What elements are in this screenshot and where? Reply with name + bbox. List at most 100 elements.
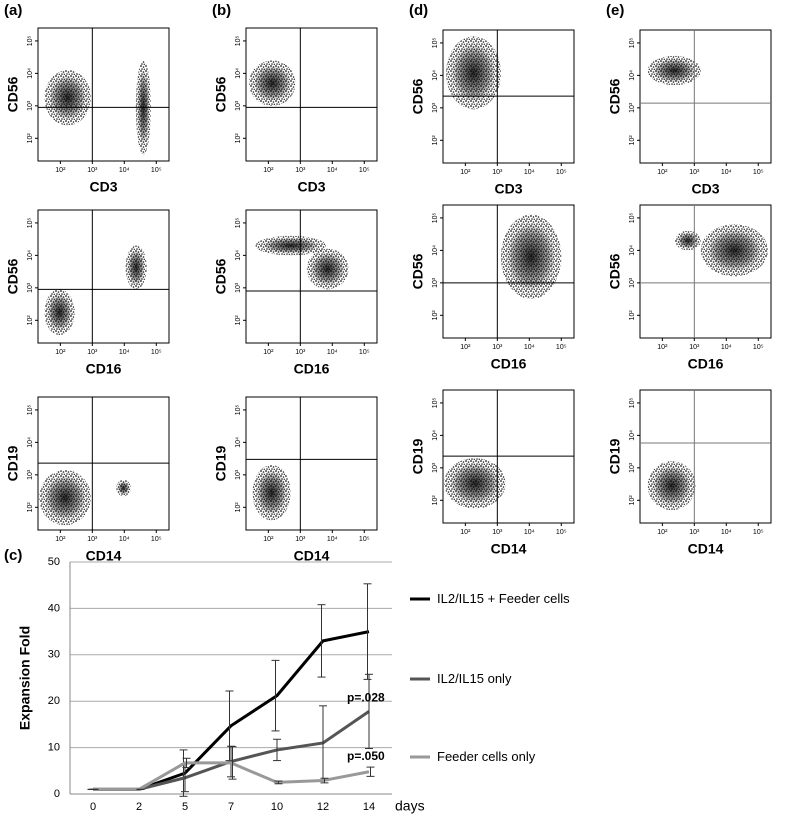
y-tick-label: 10³ (629, 462, 636, 473)
x-axis-label: CD14 (86, 548, 122, 564)
y-tick-label: 10² (27, 315, 34, 326)
plot-frame (639, 29, 772, 164)
y-tick-label: 10⁵ (432, 397, 439, 408)
x-tick-label: 10² (657, 169, 668, 176)
cell-population-core (253, 65, 291, 102)
x-tick-label: 10⁵ (556, 344, 567, 351)
cell-population-core (506, 223, 556, 291)
x-tick-label: 10² (55, 536, 66, 543)
error-bar (271, 659, 280, 732)
cell-population-core (127, 249, 145, 285)
x-tick-label: 10³ (295, 167, 306, 174)
y-tick-label: 10² (432, 310, 439, 321)
error-bar (365, 673, 373, 750)
x-tick-label: 10⁵ (359, 167, 370, 174)
y-tick-label: 10⁵ (432, 37, 439, 48)
y-tick-label: 10² (432, 135, 439, 146)
x-tick-label: 10² (460, 529, 471, 536)
x-tick-label: 10⁵ (753, 344, 764, 351)
y-tick-label: 10³ (235, 100, 242, 111)
y-axis-label: CD56 (213, 76, 229, 112)
y-tick-label: 10³ (629, 277, 636, 288)
x-tick-label: 10⁵ (753, 169, 764, 176)
x-tick-label: 10 (271, 801, 283, 813)
x-tick-label: 10⁴ (721, 529, 732, 536)
x-tick-label: 10² (460, 169, 471, 176)
x-tick-label: 10³ (87, 536, 98, 543)
error-bar (273, 738, 281, 762)
legend-entry: IL2/IL15 + Feeder cells (437, 591, 570, 606)
x-tick-label: 10² (263, 349, 274, 356)
error-bar (363, 583, 372, 680)
x-tick-label: 7 (228, 801, 234, 813)
y-axis-label: CD56 (410, 253, 426, 289)
y-tick-label: 10⁴ (235, 437, 242, 448)
x-tick-label: 10³ (87, 349, 98, 356)
y-tick-label: 10⁴ (629, 245, 636, 256)
cell-population-core (311, 252, 345, 286)
x-tick-label: 10² (460, 344, 471, 351)
cell-population-core (47, 293, 72, 331)
x-axis-label: CD16 (491, 356, 527, 372)
y-tick-label: 10⁴ (432, 430, 439, 441)
error-bar (317, 604, 326, 678)
y-tick-label: 10³ (432, 462, 439, 473)
legend-label: Feeder cells only (437, 749, 536, 764)
y-tick-label: 10² (629, 135, 636, 146)
cell-population-core (117, 481, 130, 495)
cell-population-core (450, 463, 500, 504)
y-tick-label: 10⁴ (432, 70, 439, 81)
annotation: p=.050 (347, 749, 385, 763)
y-tick-label: 10² (629, 495, 636, 506)
y-tick-label: 10³ (27, 282, 34, 293)
y-tick-label: 10³ (432, 277, 439, 288)
panel-label: (d) (409, 2, 428, 19)
x-tick-label: 10³ (492, 344, 503, 351)
y-tick-label: 10² (629, 310, 636, 321)
y-axis-label: CD56 (607, 253, 623, 289)
x-tick-label: 10⁴ (119, 167, 130, 174)
error-bar (228, 746, 237, 780)
x-tick-label: 0 (90, 801, 96, 813)
x-tick-label: 10² (263, 167, 274, 174)
y-tick-label: 10⁴ (235, 68, 242, 79)
y-tick-label: 10³ (235, 282, 242, 293)
y-axis-label: CD56 (213, 258, 229, 294)
x-tick-label: 10² (55, 167, 66, 174)
x-axis-label: CD14 (294, 548, 330, 564)
x-tick-label: 10⁵ (151, 167, 162, 174)
x-axis-label: CD3 (494, 181, 522, 197)
x-axis-label: CD3 (691, 181, 719, 197)
x-axis-label: days (395, 798, 425, 814)
cell-population-core (256, 470, 287, 515)
x-tick-label: 10³ (689, 344, 700, 351)
x-tick-label: 10² (263, 536, 274, 543)
panel-label: (a) (4, 2, 22, 19)
y-tick-label: 10⁵ (432, 212, 439, 223)
legend-label: IL2/IL15 + Feeder cells (437, 591, 570, 606)
x-tick-label: 14 (363, 801, 375, 813)
x-tick-label: 10⁴ (327, 536, 338, 543)
x-tick-label: 10⁵ (151, 349, 162, 356)
y-tick-label: 0 (54, 788, 60, 800)
cell-population-core (653, 58, 696, 83)
y-tick-label: 10³ (432, 102, 439, 113)
x-tick-label: 10⁴ (119, 536, 130, 543)
y-axis-label: CD19 (410, 438, 426, 474)
y-tick-label: 10⁵ (629, 212, 636, 223)
x-axis-label: CD3 (297, 179, 325, 195)
x-tick-label: 10³ (689, 529, 700, 536)
error-bar (182, 757, 191, 769)
x-axis-label: CD14 (688, 541, 724, 557)
y-tick-label: 10² (235, 315, 242, 326)
y-tick-label: 10² (27, 502, 34, 513)
legend-label: IL2/IL15 only (437, 671, 512, 686)
annotation: p=.028 (347, 691, 385, 705)
x-tick-label: 10⁵ (359, 536, 370, 543)
y-tick-label: 10⁵ (27, 35, 34, 46)
cell-population-core (451, 43, 496, 103)
x-tick-label: 10⁴ (721, 169, 732, 176)
y-axis-label: CD19 (5, 445, 21, 481)
x-tick-label: 10⁵ (359, 349, 370, 356)
error-bar (274, 780, 283, 785)
